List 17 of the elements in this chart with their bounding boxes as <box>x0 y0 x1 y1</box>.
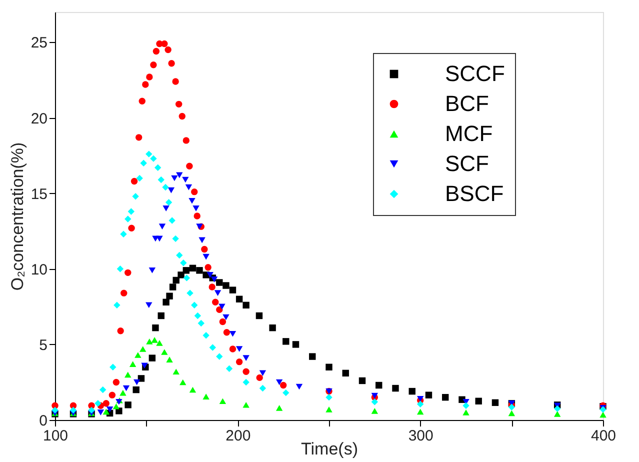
x-tick-label: 100 <box>42 428 68 444</box>
x-tick-label: 200 <box>226 428 251 444</box>
legend-label: BSCF <box>445 181 504 206</box>
legend-label: BCF <box>445 91 489 116</box>
y-tick-label: 10 <box>30 261 48 278</box>
x-tick-label: 400 <box>590 428 616 444</box>
y-tick-label: 0 <box>39 412 48 430</box>
legend-label: SCF <box>445 151 489 176</box>
y-tick-label: 20 <box>30 110 48 128</box>
legend-label: MCF <box>445 121 493 146</box>
x-axis-title: Time(s) <box>301 440 358 458</box>
x-tick-label: 300 <box>408 428 434 444</box>
y-tick-label: 5 <box>39 336 48 354</box>
y-axis-title: O₂concentration(%) <box>8 142 27 291</box>
y-tick-label: 25 <box>30 34 48 52</box>
y-tick-label: 15 <box>30 186 48 203</box>
legend-label: SCCF <box>445 61 505 86</box>
